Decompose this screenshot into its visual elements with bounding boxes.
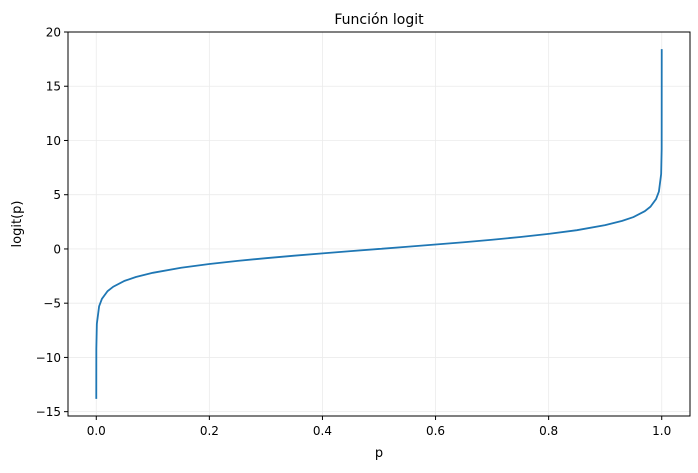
x-tick-label: 0.8 [539,424,558,438]
x-axis-label: p [375,446,383,461]
y-tick-label: −5 [43,297,61,311]
x-tick-label: 0.0 [87,424,106,438]
y-tick-label: −10 [36,351,61,365]
x-tick-label: 0.4 [313,424,332,438]
grid [68,31,690,416]
y-axis-label: logit(p) [10,201,25,248]
plot-frame [67,31,691,417]
y-tick-label: −15 [36,405,61,419]
chart-title: Función logit [334,12,424,28]
y-tick-label: 5 [53,188,61,202]
series-line-logit [95,49,663,399]
y-tick-label: 15 [46,80,61,94]
x-axis: 0.0 0.2 0.4 0.6 0.8 1.0 [87,416,671,438]
y-axis: −15 −10 −5 0 5 10 15 20 [36,26,68,419]
x-tick-label: 0.6 [426,424,445,438]
y-tick-label: 10 [46,134,61,148]
x-tick-label: 0.2 [200,424,219,438]
y-tick-label: 0 [53,242,61,256]
x-tick-label: 1.0 [652,424,671,438]
y-tick-label: 20 [46,26,61,40]
